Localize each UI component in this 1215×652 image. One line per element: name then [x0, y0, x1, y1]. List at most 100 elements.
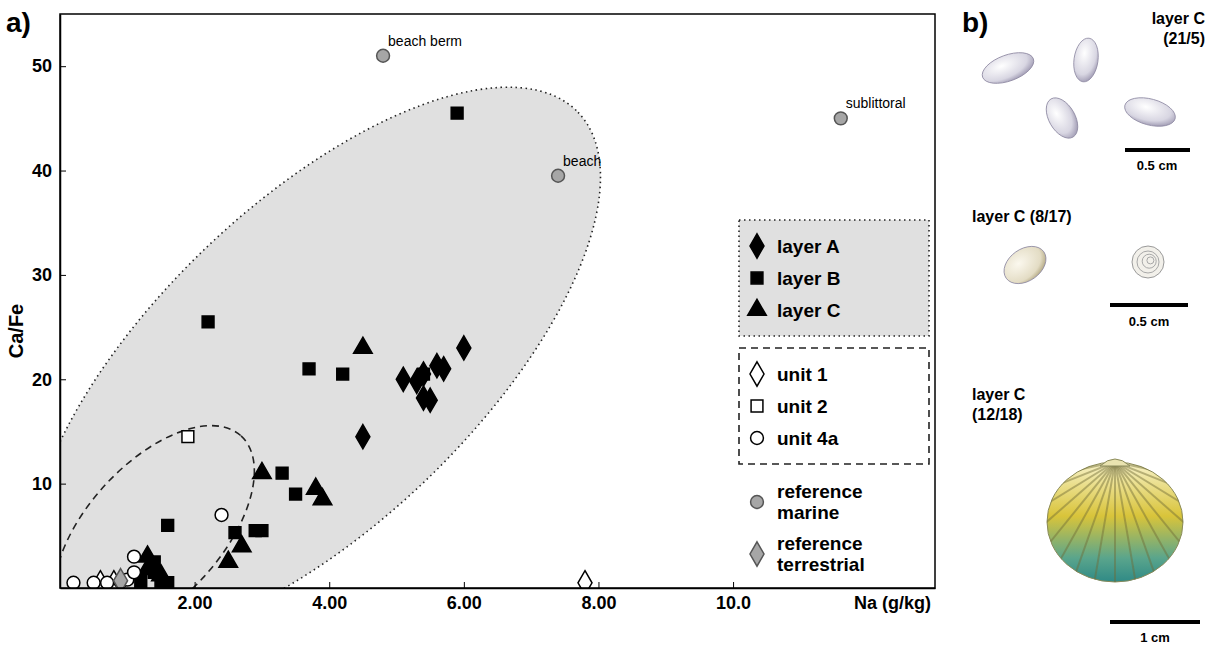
data-point: [249, 525, 261, 537]
legend: layer Alayer Blayer Cunit 1unit 2unit 4a…: [739, 220, 929, 575]
y-tick-label: 30: [32, 265, 52, 285]
shell-image: [997, 239, 1053, 292]
data-point: [87, 576, 100, 588]
photo-caption: layer C: [972, 386, 1026, 403]
legend-marker: [750, 234, 764, 258]
series-points: [377, 49, 848, 182]
y-tick-label: 50: [32, 56, 52, 76]
shell-rib: [1002, 462, 1115, 561]
data-point: [276, 467, 288, 479]
x-tick-mark: [195, 582, 196, 588]
x-tick: 10.0: [716, 582, 751, 613]
x-tick-mark: [733, 582, 734, 588]
data-point: [253, 462, 272, 478]
panel-b: b)layer C(21/5)0.5 cmlayer C (8/17)0.5 c…: [962, 7, 1215, 645]
legend-box: [739, 348, 929, 464]
legend-marker: [751, 496, 764, 509]
data-point: [337, 368, 349, 380]
x-tick-mark: [598, 582, 599, 588]
legend-block: unit 1unit 2unit 4a: [739, 348, 929, 464]
x-tick: 8.00: [581, 582, 616, 613]
legend-label: layer C: [777, 300, 841, 321]
data-point: [114, 569, 128, 588]
data-point: [219, 551, 238, 567]
scale-bar-label: 0.5 cm: [1129, 314, 1169, 329]
scale-bar: [1110, 303, 1188, 307]
data-point: [290, 488, 302, 500]
data-point: [354, 337, 373, 353]
shell-image: [978, 47, 1038, 90]
legend-label-line: marine: [777, 502, 839, 523]
data-point: [457, 336, 471, 360]
x-tick-label: 8.00: [581, 593, 616, 613]
legend-box: [739, 220, 929, 336]
y-tick: 20: [32, 370, 66, 390]
data-point: [418, 368, 430, 380]
shell-rib: [1021, 462, 1115, 579]
legend-marker: [751, 432, 764, 445]
y-tick-label: 20: [32, 370, 52, 390]
shell-image: [1100, 459, 1130, 466]
data-point: [215, 509, 228, 522]
series-points: [93, 571, 592, 588]
y-tick-mark: [60, 171, 66, 172]
shell-rib: [1115, 462, 1165, 603]
data-point: [552, 169, 565, 182]
scale-bar-label: 0.5 cm: [1137, 158, 1177, 173]
shell-rib: [1115, 462, 1215, 540]
data-point: [182, 431, 194, 443]
y-tick: 50: [32, 56, 66, 76]
shell-image: [1040, 92, 1085, 143]
data-point: [303, 363, 315, 375]
data-point: [437, 357, 451, 381]
scale-bar: [1110, 620, 1200, 624]
data-point: [313, 489, 332, 505]
plot-area: [60, 14, 847, 588]
data-point: [377, 49, 390, 62]
y-tick: 10: [32, 474, 66, 494]
x-axis-title: Na (g/kg): [854, 593, 931, 613]
shell-rib: [1114, 462, 1116, 612]
series-points: [138, 337, 372, 581]
legend-marker: [750, 542, 764, 566]
y-tick: 30: [32, 265, 66, 285]
y-tick-mark: [60, 275, 66, 276]
y-axis-title: Ca/Fe: [5, 304, 27, 358]
legend-marker: [751, 400, 763, 412]
shell-image: [1147, 257, 1154, 264]
x-axis: 2.004.006.008.0010.0: [61, 582, 936, 613]
figure: a)2.004.006.008.0010.01020304050Ca/FeNa …: [0, 0, 1215, 652]
legend-label: unit 4a: [777, 428, 839, 449]
data-point: [152, 565, 171, 581]
point-annotation: sublittoral: [846, 95, 906, 111]
plot-frame: [60, 14, 935, 588]
data-point: [67, 576, 80, 588]
legend-label: referenceterrestrial: [777, 533, 865, 575]
data-point: [162, 519, 174, 531]
series-points: [356, 336, 471, 449]
data-point: [396, 367, 410, 391]
data-point: [834, 112, 847, 125]
legend-block: referenceterrestrial: [750, 533, 865, 575]
x-tick-label: 2.00: [178, 593, 213, 613]
legend-label: referencemarine: [777, 481, 863, 523]
group-ellipse: [60, 14, 689, 588]
legend-marker: [751, 272, 763, 284]
shell-rib: [976, 462, 1115, 518]
shell-rib: [987, 462, 1115, 540]
shell-rib: [1115, 462, 1140, 610]
legend-label-line: reference: [777, 533, 863, 554]
y-tick-label: 10: [32, 474, 52, 494]
data-point: [101, 576, 114, 588]
data-point: [416, 362, 430, 386]
legend-label: unit 2: [777, 396, 828, 417]
x-tick: 2.00: [178, 582, 213, 613]
legend-label-line: terrestrial: [777, 554, 865, 575]
legend-label-line: reference: [777, 481, 863, 502]
data-point: [229, 527, 241, 539]
x-axis-line: [61, 588, 936, 590]
x-tick-mark: [464, 582, 465, 588]
y-axis-line: [60, 15, 62, 589]
data-point: [202, 316, 214, 328]
shell-image: [1132, 246, 1164, 278]
